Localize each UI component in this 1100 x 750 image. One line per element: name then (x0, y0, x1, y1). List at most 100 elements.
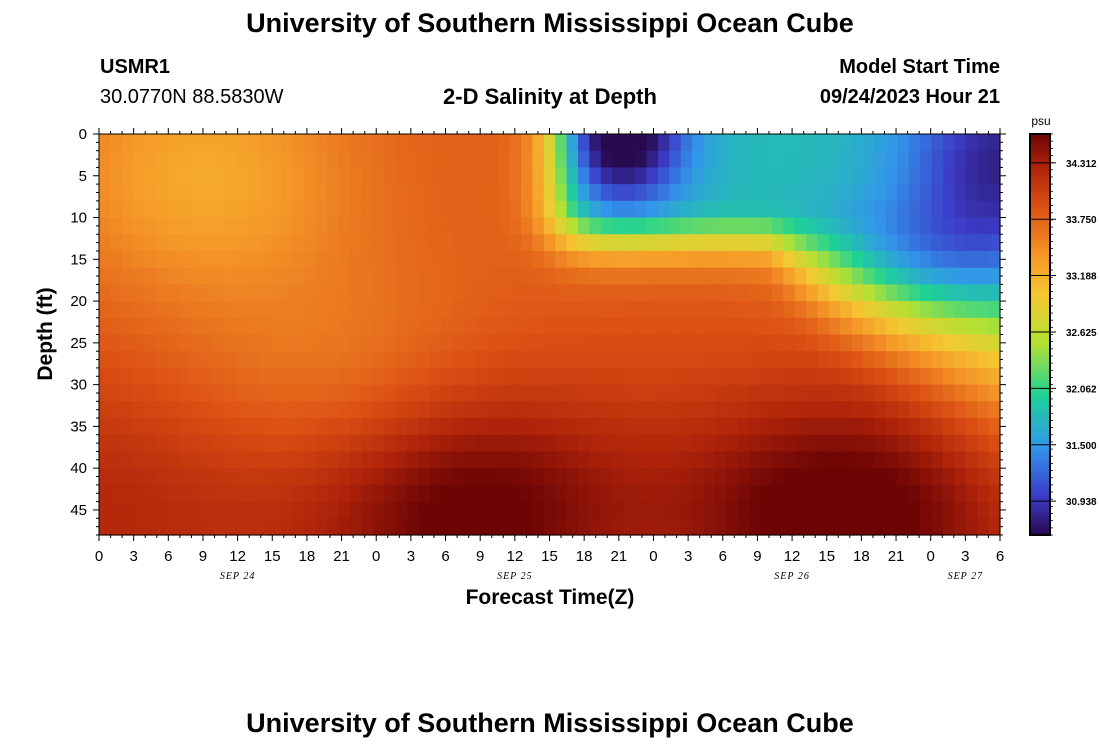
heatmap-cell (635, 217, 648, 235)
heatmap-cell (292, 501, 305, 519)
heatmap-cell (406, 468, 419, 486)
heatmap-cell (623, 267, 636, 285)
heatmap-cell (657, 200, 670, 219)
heatmap-cell (657, 234, 670, 252)
heatmap-cell (315, 518, 328, 536)
heatmap-cell (737, 518, 750, 536)
heatmap-cell (885, 401, 898, 419)
x-tick-label: 0 (372, 548, 380, 565)
heatmap-cell (555, 134, 568, 152)
heatmap-cell (270, 301, 283, 319)
heatmap-cell (703, 451, 716, 469)
heatmap-cell (349, 501, 362, 519)
heatmap-cell (441, 468, 454, 486)
heatmap-cell (885, 134, 898, 152)
heatmap-cell (885, 351, 898, 369)
heatmap-cell (555, 334, 568, 352)
heatmap-cell (566, 217, 579, 235)
heatmap-cell (190, 301, 203, 319)
heatmap-cell (863, 434, 876, 453)
y-tick-label: 45 (70, 502, 87, 519)
heatmap-cell (178, 217, 191, 235)
heatmap-cell (646, 418, 659, 436)
heatmap-cell (566, 150, 579, 169)
heatmap-cell (566, 301, 579, 319)
heatmap-cell (144, 401, 157, 419)
heatmap-cell (874, 317, 887, 336)
heatmap-cell (657, 267, 670, 285)
colorbar-segment (1030, 240, 1050, 245)
heatmap-cell (988, 150, 1001, 169)
heatmap-cell (270, 501, 283, 519)
heatmap-cell (692, 200, 705, 219)
heatmap-cell (190, 468, 203, 486)
heatmap-cell (703, 367, 716, 386)
heatmap-cell (361, 217, 374, 235)
x-tick-label: 3 (684, 548, 692, 565)
heatmap-cell (954, 484, 967, 503)
heatmap-cell (361, 401, 374, 419)
heatmap-cell (726, 317, 739, 336)
heatmap-cell (509, 267, 522, 285)
heatmap-cell (110, 200, 123, 219)
heatmap-cell (178, 334, 191, 352)
heatmap-cell (532, 451, 545, 469)
heatmap-cell (338, 284, 351, 302)
heatmap-cell (874, 301, 887, 319)
heatmap-cell (806, 451, 819, 469)
heatmap-cell (692, 217, 705, 235)
heatmap-cell (988, 518, 1001, 536)
colorbar-segment (1030, 301, 1050, 306)
heatmap-cell (441, 384, 454, 402)
heatmap-cell (338, 250, 351, 269)
heatmap-cell (806, 134, 819, 152)
heatmap-cell (726, 384, 739, 402)
heatmap-cell (247, 518, 260, 536)
heatmap-cell (156, 401, 169, 419)
heatmap-cell (327, 184, 340, 202)
heatmap-cell (851, 267, 864, 285)
heatmap-cell (327, 451, 340, 469)
heatmap-cell (441, 301, 454, 319)
heatmap-cell (977, 150, 990, 169)
heatmap-cell (361, 468, 374, 486)
heatmap-cell (840, 518, 853, 536)
heatmap-cell (509, 501, 522, 519)
heatmap-cell (224, 184, 237, 202)
heatmap-cell (532, 334, 545, 352)
heatmap-cell (714, 200, 727, 219)
heatmap-cell (304, 134, 317, 152)
colorbar-segment (1030, 230, 1050, 235)
heatmap-cell (110, 418, 123, 436)
heatmap-cell (349, 401, 362, 419)
heatmap-cell (885, 267, 898, 285)
heatmap-cell (657, 401, 670, 419)
heatmap-cell (646, 317, 659, 336)
heatmap-cell (441, 184, 454, 202)
heatmap-cell (292, 250, 305, 269)
heatmap-cell (156, 200, 169, 219)
heatmap-cell (315, 484, 328, 503)
heatmap-cell (669, 451, 682, 469)
heatmap-cell (167, 301, 180, 319)
heatmap-cell (612, 351, 625, 369)
heatmap-cell (669, 167, 682, 185)
heatmap-cell (965, 468, 978, 486)
heatmap-cell (669, 384, 682, 402)
heatmap-cell (178, 484, 191, 503)
heatmap-cell (977, 317, 990, 336)
heatmap-cell (623, 184, 636, 202)
heatmap-cell (771, 150, 784, 169)
heatmap-cell (270, 434, 283, 453)
heatmap-cell (806, 184, 819, 202)
y-tick-label: 20 (70, 293, 87, 310)
heatmap-cell (954, 451, 967, 469)
heatmap-cell (977, 518, 990, 536)
heatmap-cell (817, 284, 830, 302)
heatmap-cell (384, 334, 397, 352)
heatmap-cell (167, 267, 180, 285)
heatmap-cell (167, 200, 180, 219)
heatmap-cell (532, 468, 545, 486)
heatmap-cell (863, 234, 876, 252)
heatmap-cell (520, 134, 533, 152)
